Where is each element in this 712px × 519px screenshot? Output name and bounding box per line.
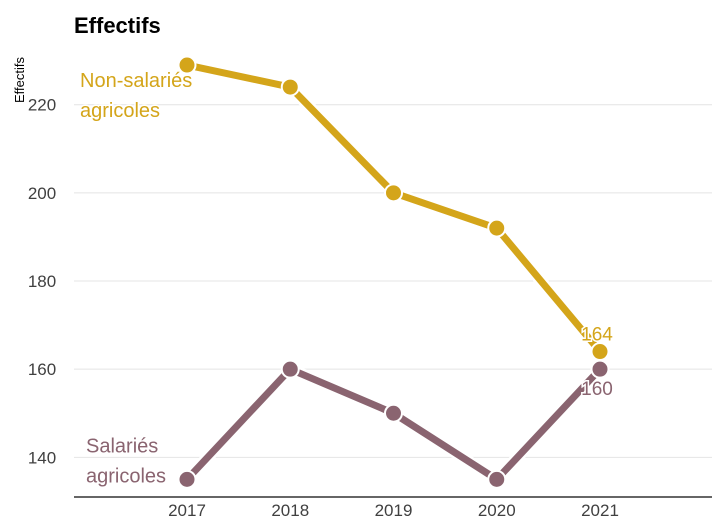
y-tick-label-220: 220 [28,96,56,115]
data-point-1-2019 [384,403,403,423]
series-layer [177,55,610,489]
end-value-label-0: 164 [581,325,613,346]
y-tick-label-160: 160 [28,360,56,379]
data-point-0-2019 [384,183,403,203]
data-point-0-2018 [280,77,300,97]
series-line-halo-1 [181,363,606,486]
chart-title: Effectifs [74,13,161,38]
data-point-1-2021 [590,359,610,379]
data-point-1-2018 [280,359,300,379]
series-line-1 [183,365,604,483]
series-name-label-1-line-1: agricoles [86,465,166,487]
data-point-0-2020 [487,218,507,238]
x-tick-label-2019: 2019 [375,501,413,519]
data-point-0-2021 [590,342,610,362]
series-name-label-0-line-0: Non-salariés [80,70,192,92]
data-point-0-2017 [177,55,197,75]
end-value-label-1: 160 [581,379,613,400]
x-tick-label-2021: 2021 [581,501,619,519]
data-point-1-2020 [487,469,507,489]
data-point-1-2017 [177,469,197,489]
axis-layer: 140 160 180 200 220 2017 2018 2019 2020 2021 [28,96,712,519]
x-tick-label-2020: 2020 [478,501,516,519]
y-tick-label-140: 140 [28,448,56,467]
label-layer: Non-salariés agricoles 164 Salariés agricole… [79,69,615,489]
x-tick-label-2018: 2018 [271,501,309,519]
y-tick-label-200: 200 [28,184,56,203]
series-line-halo-0 [181,59,606,358]
x-tick-label-2017: 2017 [168,501,206,519]
series-name-label-1-line-0: Salariés [86,435,158,457]
y-axis-label: Effectifs [12,57,27,104]
series-line-0 [183,61,604,356]
series-name-label-0-line-1: agricoles [80,100,160,122]
y-tick-label-180: 180 [28,272,56,291]
